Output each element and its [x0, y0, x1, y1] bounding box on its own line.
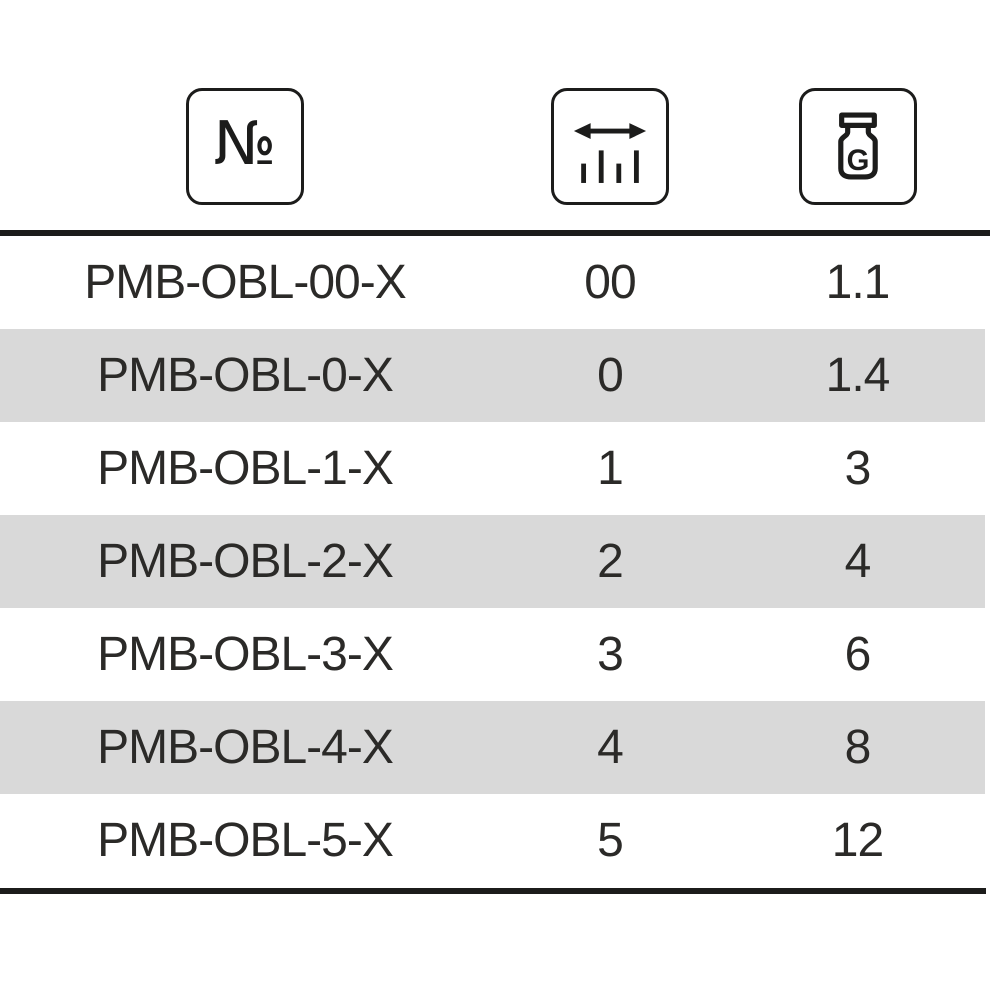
table-row: PMB-OBL-1-X 1 3: [0, 422, 985, 515]
article-cell: PMB-OBL-5-X: [97, 813, 394, 867]
weight-cell: 1.1: [825, 255, 891, 309]
size-cell: 1: [597, 441, 624, 495]
size-cell: 3: [597, 627, 624, 681]
table-bottom-rule: [0, 888, 986, 894]
weight-unit-letter: G: [846, 145, 869, 177]
weight-cell: 12: [831, 813, 884, 867]
article-cell: PMB-OBL-1-X: [97, 441, 394, 495]
weight-cell: 3: [844, 441, 872, 495]
article-cell: PMB-OBL-0-X: [97, 348, 394, 402]
table-row: PMB-OBL-00-X 00 1.1: [0, 236, 985, 329]
size-cell: 2: [597, 534, 624, 588]
size-cell: 00: [584, 255, 636, 309]
weight-glyph: G: [837, 112, 878, 180]
size-range-glyph: [573, 123, 647, 183]
weight-grams-icon: G: [798, 87, 917, 205]
article-cell: PMB-OBL-00-X: [84, 255, 406, 309]
size-cell: 0: [597, 348, 624, 402]
table-row: PMB-OBL-5-X 5 12: [0, 794, 985, 887]
weight-cell: 8: [844, 720, 872, 774]
header-divider-rule: [0, 230, 990, 236]
table-row: PMB-OBL-0-X 0 1.4: [0, 329, 985, 422]
table-body: PMB-OBL-00-X 00 1.1 PMB-OBL-0-X 0 1.4 PM…: [0, 236, 985, 887]
header-weight: G: [730, 86, 985, 206]
table-row: PMB-OBL-4-X 4 8: [0, 701, 985, 794]
numero-icon: №: [186, 87, 304, 205]
weight-cell: 4: [844, 534, 872, 588]
table-row: PMB-OBL-2-X 2 4: [0, 515, 985, 608]
header-article: №: [0, 86, 490, 206]
size-cell: 4: [597, 720, 624, 774]
header-size: [490, 86, 730, 206]
weight-cell: 6: [844, 627, 872, 681]
article-cell: PMB-OBL-4-X: [97, 720, 394, 774]
table-header: №: [0, 86, 985, 206]
article-cell: PMB-OBL-2-X: [97, 534, 394, 588]
size-cell: 5: [597, 813, 624, 867]
size-range-icon: [551, 87, 669, 205]
table-row: PMB-OBL-3-X 3 6: [0, 608, 985, 701]
numero-symbol: №: [213, 109, 277, 179]
weight-cell: 1.4: [825, 348, 891, 402]
article-cell: PMB-OBL-3-X: [97, 627, 394, 681]
